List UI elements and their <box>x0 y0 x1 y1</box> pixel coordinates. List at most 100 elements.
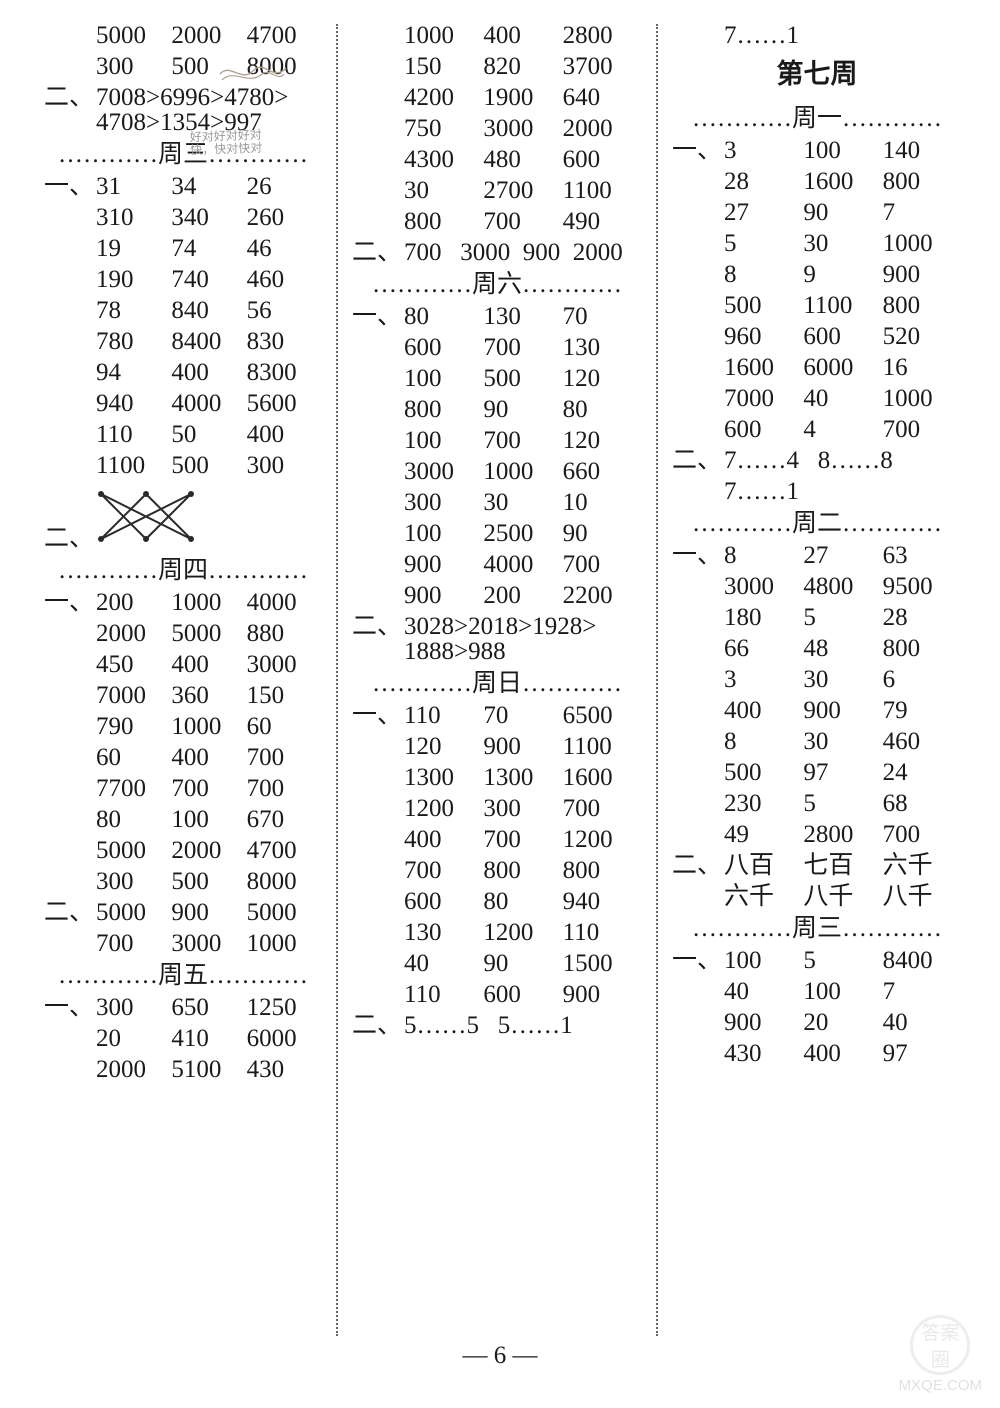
cell: 830 <box>247 329 322 354</box>
cell: 1200 <box>483 920 562 945</box>
cell: 3000 <box>171 931 246 956</box>
row-cells: 313426 <box>96 174 322 199</box>
cell: 30 <box>404 178 483 203</box>
cell: 700 <box>483 209 562 234</box>
data-row: 600700130 <box>352 335 642 360</box>
row-cells: 281600800 <box>724 169 962 194</box>
cell: 4800 <box>803 574 882 599</box>
text-line: 二、7008>6996>4780>4708>1354>997 <box>44 85 322 135</box>
cell: 56 <box>247 298 322 323</box>
cell: 340 <box>171 205 246 230</box>
row-cells: 六千八千八千 <box>724 884 962 909</box>
row-cells: 6004700 <box>724 417 962 442</box>
page-number: — 6 — <box>30 1342 970 1370</box>
cell: 8000 <box>247 54 322 79</box>
data-row: 二、八百七百六千 <box>672 853 962 878</box>
data-row: 197446 <box>44 236 322 261</box>
cell: 700 <box>563 552 642 577</box>
row-cells: 7808400830 <box>96 329 322 354</box>
data-row: 27907 <box>672 200 962 225</box>
row-cells: 60400700 <box>96 745 322 770</box>
cell: 700 <box>483 428 562 453</box>
cell: 5 <box>724 231 803 256</box>
row-cells: 700800800 <box>404 858 642 883</box>
cell: 5 <box>803 605 882 630</box>
cell: 900 <box>724 1010 803 1035</box>
row-cells: 1100500300 <box>96 453 322 478</box>
data-row: 4007001200 <box>352 827 642 852</box>
cell: 97 <box>883 1041 962 1066</box>
data-row: 500020004700 <box>44 23 322 48</box>
cell: 3 <box>724 667 803 692</box>
row-cells: 7000401000 <box>724 386 962 411</box>
data-row: 一、82763 <box>672 543 962 568</box>
data-row: 一、8013070 <box>352 304 642 329</box>
data-row: 二、50009005000 <box>44 900 322 925</box>
row-cells: 3306 <box>724 667 962 692</box>
row-cells: 110706500 <box>404 703 642 728</box>
cell: 410 <box>171 1026 246 1051</box>
row-cells: 8013070 <box>404 304 642 329</box>
cell: 66 <box>724 636 803 661</box>
cell: 90 <box>483 951 562 976</box>
cell: 5000 <box>247 900 322 925</box>
cell: 40 <box>404 951 483 976</box>
cell: 4000 <box>171 391 246 416</box>
cell: 80 <box>483 889 562 914</box>
data-row: 830460 <box>672 729 962 754</box>
data-row: 20005100430 <box>44 1057 322 1082</box>
row-cells: 43040097 <box>724 1041 962 1066</box>
cell: 八千 <box>803 884 882 909</box>
row-cells: 27907 <box>724 200 962 225</box>
row-cells: 1200300700 <box>404 796 642 821</box>
cell: 450 <box>96 652 171 677</box>
cell: 8400 <box>171 329 246 354</box>
line-text: 7……1 <box>724 479 962 504</box>
row-cells: 9002040 <box>724 1010 962 1035</box>
cell: 2000 <box>563 116 642 141</box>
cell: 3 <box>724 138 803 163</box>
cell: 六千 <box>883 853 962 878</box>
cell: 700 <box>404 858 483 883</box>
data-row: 5009724 <box>672 760 962 785</box>
cell: 180 <box>724 605 803 630</box>
data-row: 10004002800 <box>352 23 642 48</box>
cell: 790 <box>96 714 171 739</box>
cell: 60 <box>96 745 171 770</box>
data-row: 110600900 <box>352 982 642 1007</box>
data-row: 7000401000 <box>672 386 962 411</box>
cell: 130 <box>483 304 562 329</box>
data-row: 94040005600 <box>44 391 322 416</box>
row-cells: 6648800 <box>724 636 962 661</box>
row-prefix: 一、 <box>44 174 96 199</box>
cell: 8 <box>724 729 803 754</box>
row-cells: 30001000660 <box>404 459 642 484</box>
data-row: 1209001100 <box>352 734 642 759</box>
cell: 230 <box>724 791 803 816</box>
cell: 3700 <box>563 54 642 79</box>
cell: 480 <box>483 147 562 172</box>
data-row: 7700700700 <box>44 776 322 801</box>
row-cells: 7700700700 <box>96 776 322 801</box>
row-cells: 5009724 <box>724 760 962 785</box>
cell: 740 <box>171 267 246 292</box>
data-row: 100500120 <box>352 366 642 391</box>
cell: 97 <box>803 760 882 785</box>
row-prefix: 二、 <box>44 900 96 925</box>
cell: 40 <box>724 979 803 1004</box>
row-cells: 20005000880 <box>96 621 322 646</box>
cell: 78 <box>96 298 171 323</box>
data-row: 70030001000 <box>44 931 322 956</box>
cell: 650 <box>171 995 246 1020</box>
cell: 960 <box>724 324 803 349</box>
cell: 50 <box>171 422 246 447</box>
cell: 5000 <box>96 23 171 48</box>
cell: 800 <box>483 858 562 883</box>
cell: 1000 <box>883 231 962 256</box>
cell: 30 <box>803 231 882 256</box>
row-cells: 944008300 <box>96 360 322 385</box>
cell: 100 <box>724 948 803 973</box>
cell: 6500 <box>563 703 642 728</box>
cell: 600 <box>404 335 483 360</box>
row-cells: 10004002800 <box>404 23 642 48</box>
